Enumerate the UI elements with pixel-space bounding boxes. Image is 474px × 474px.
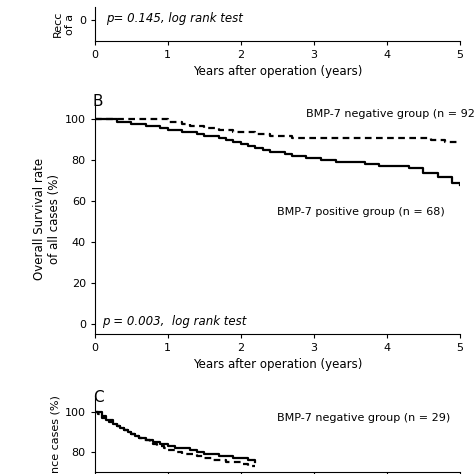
Y-axis label: nce cases (%): nce cases (%): [51, 395, 61, 473]
Text: BMP-7 negative group (n = 29): BMP-7 negative group (n = 29): [277, 413, 451, 423]
Text: BMP-7 negative group (n = 92): BMP-7 negative group (n = 92): [307, 109, 474, 119]
Text: p= 0.145, log rank test: p= 0.145, log rank test: [106, 12, 243, 26]
Text: C: C: [93, 390, 104, 405]
X-axis label: Years after operation (years): Years after operation (years): [192, 65, 362, 78]
Text: p = 0.003,  log rank test: p = 0.003, log rank test: [102, 315, 246, 328]
X-axis label: Years after operation (years): Years after operation (years): [192, 358, 362, 372]
Text: BMP-7 positive group (n = 68): BMP-7 positive group (n = 68): [277, 207, 445, 217]
Y-axis label: Overall Survival rate
of all cases (%): Overall Survival rate of all cases (%): [33, 157, 61, 280]
Text: B: B: [93, 94, 103, 109]
Y-axis label: Recc
of a: Recc of a: [53, 11, 74, 37]
